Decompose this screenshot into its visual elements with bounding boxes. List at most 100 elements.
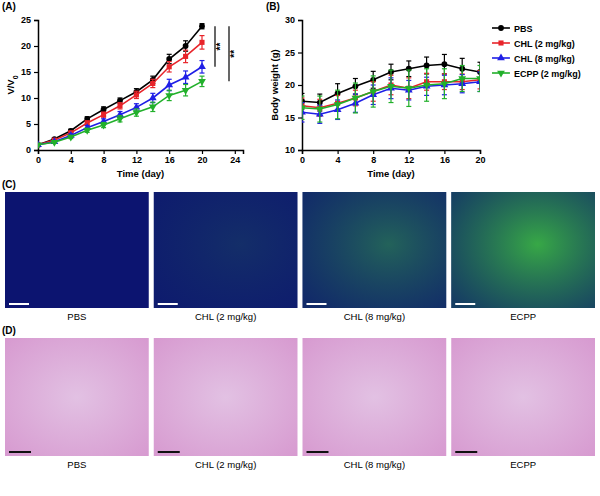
- tick: 10: [21, 93, 38, 103]
- image-label: ECPP: [510, 459, 536, 470]
- image-overlay: [5, 192, 149, 308]
- marker: [150, 81, 155, 86]
- error-cap: [317, 121, 322, 122]
- image-label: PBS: [67, 459, 86, 470]
- marker: [199, 40, 204, 45]
- tick: 12: [132, 150, 142, 165]
- scale-bar: [158, 303, 178, 305]
- image: [5, 338, 149, 456]
- marker: [387, 84, 395, 91]
- legend-marker: [498, 25, 504, 31]
- tick-mark: [34, 124, 38, 125]
- error-cap: [317, 95, 322, 96]
- error-cap: [478, 91, 481, 92]
- tick: 20: [21, 41, 38, 51]
- image-background: [154, 338, 298, 456]
- tick-label: 25: [21, 15, 31, 25]
- error-cap: [183, 50, 188, 51]
- marker: [405, 86, 413, 93]
- error-cap: [183, 70, 188, 71]
- y-axis: 0 5 10 15 20 25: [21, 15, 39, 155]
- tick-label: 25: [285, 48, 295, 58]
- error-cap: [460, 92, 465, 93]
- error-cap: [150, 102, 155, 103]
- chart-panel: 0481216201015202530Time (day)Body weight…: [269, 15, 486, 179]
- series-line: [38, 26, 202, 145]
- image: [303, 338, 447, 456]
- error-cap: [478, 62, 481, 63]
- marker: [100, 117, 108, 124]
- error-cap: [460, 91, 465, 92]
- error-cap: [150, 79, 155, 80]
- panel-letter: (C): [2, 179, 16, 190]
- panel-letter: (D): [2, 325, 16, 336]
- tick-label: 8: [102, 155, 107, 165]
- image-background: [5, 192, 149, 308]
- error-bar: [200, 24, 205, 29]
- marker: [183, 54, 188, 59]
- error-cap: [183, 83, 188, 84]
- tick-label: 20: [197, 155, 207, 165]
- tick: 20: [197, 150, 207, 165]
- annotation: **: [215, 43, 226, 51]
- scale-bar: [455, 451, 477, 453]
- error-cap: [167, 100, 172, 101]
- legend-label: ECPP (2 mg/kg): [514, 69, 581, 79]
- marker: [83, 128, 91, 135]
- tick-label: 5: [26, 119, 31, 129]
- marker: [424, 63, 430, 69]
- marker: [302, 106, 306, 113]
- tick: 12: [404, 150, 414, 165]
- marker: [458, 76, 466, 83]
- tick-label: 30: [285, 15, 295, 25]
- tick: 25: [21, 15, 38, 25]
- error-cap: [478, 91, 481, 92]
- error-cap: [389, 69, 394, 70]
- tick-mark: [71, 150, 72, 154]
- image-label: PBS: [67, 311, 86, 322]
- marker: [183, 43, 189, 49]
- error-cap: [335, 119, 340, 120]
- error-cap: [424, 101, 429, 102]
- x-axis-title: Time (day): [367, 168, 414, 179]
- x-axis-title: Time (day): [117, 168, 164, 179]
- tick-label: 16: [440, 155, 450, 165]
- error-cap: [317, 93, 322, 94]
- marker: [182, 73, 190, 80]
- panel-letter: (A): [2, 1, 16, 12]
- marker: [101, 112, 106, 117]
- error-cap: [200, 72, 205, 73]
- error-cap: [302, 93, 305, 94]
- marker: [165, 81, 173, 88]
- tick-label: 4: [336, 155, 341, 165]
- legend-label: PBS: [514, 24, 533, 34]
- error-cap: [371, 75, 376, 76]
- error-bar: [150, 79, 155, 87]
- error-cap: [200, 86, 205, 87]
- marker: [134, 92, 139, 97]
- tick: 4: [336, 150, 341, 165]
- error-cap: [442, 98, 447, 99]
- marker: [167, 64, 172, 69]
- marker: [316, 107, 324, 114]
- error-cap: [167, 90, 172, 91]
- marker: [67, 135, 75, 142]
- tick-label: 4: [69, 155, 74, 165]
- x-axis: 048121620: [300, 150, 486, 165]
- error-cap: [167, 79, 172, 80]
- tick: 5: [26, 119, 38, 129]
- legend-marker: [497, 54, 505, 61]
- panel-letter: (B): [266, 1, 280, 12]
- error-cap: [183, 95, 188, 96]
- tick-label: 20: [21, 41, 31, 51]
- tick-label: 15: [21, 67, 31, 77]
- axis-line: [34, 21, 39, 151]
- marker: [166, 56, 172, 62]
- tick: 0: [26, 145, 38, 155]
- tick: 25: [285, 48, 302, 58]
- marker: [51, 140, 59, 147]
- axis-line: [303, 151, 481, 155]
- image-overlay: [303, 192, 447, 308]
- image-background: [303, 338, 447, 456]
- tick: 30: [285, 15, 302, 25]
